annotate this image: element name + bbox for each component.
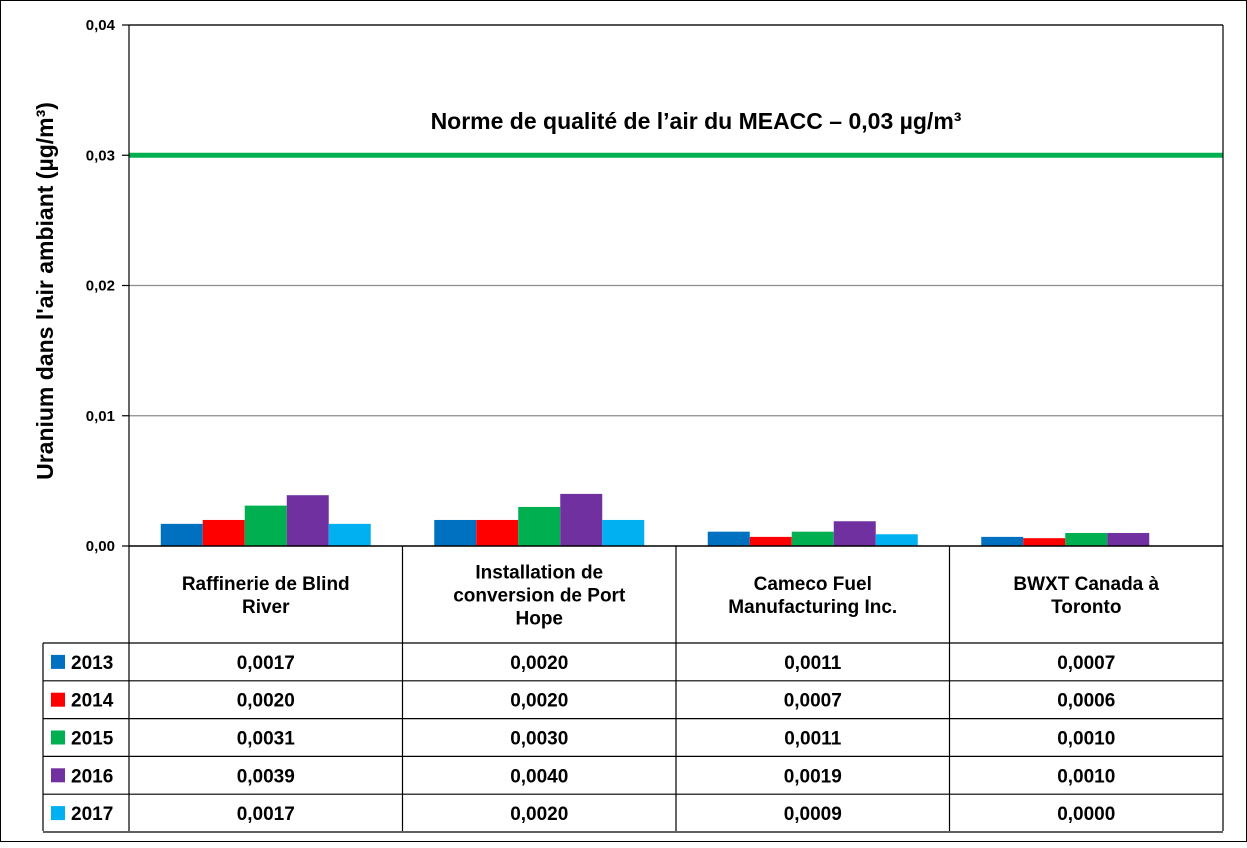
category-label: Cameco Fuel	[754, 574, 872, 595]
bar	[791, 531, 834, 546]
table-cell-value: 0,0007	[784, 691, 842, 712]
reference-line-label: Norme de qualité de l’air du MEACC – 0,0…	[431, 108, 962, 134]
legend-label: 2014	[71, 691, 114, 712]
bar	[160, 523, 203, 546]
bar	[434, 519, 477, 546]
table-cell-value: 0,0039	[237, 766, 295, 787]
legend-label: 2013	[71, 653, 113, 674]
y-axis-label: Uranium dans l'air ambiant (µg/m³)	[32, 102, 58, 480]
table-cell-value: 0,0007	[1057, 653, 1115, 674]
table-cell-value: 0,0020	[510, 653, 568, 674]
bar	[202, 519, 245, 546]
table-cell-value: 0,0011	[784, 653, 841, 674]
y-tick-labels: 0,00 0,01 0,02 0,03 0,04	[86, 17, 116, 555]
bar	[875, 534, 918, 546]
category-label: Hope	[516, 609, 564, 630]
bar	[1107, 532, 1150, 546]
legend-swatch	[51, 654, 65, 669]
table-cell-value: 0,0020	[510, 804, 568, 825]
table-cell-value: 0,0010	[1057, 766, 1115, 787]
bar	[518, 506, 561, 546]
gridlines	[129, 24, 1223, 417]
table-cell-value: 0,0020	[237, 691, 295, 712]
category-label: Raffinerie de Blind	[182, 574, 350, 595]
y-tick-label: 0,03	[86, 147, 115, 164]
bar	[476, 519, 519, 546]
bar	[560, 493, 603, 546]
y-tick-label: 0,01	[86, 408, 115, 425]
legend-label: 2017	[71, 804, 113, 825]
category-label: Installation de	[475, 563, 603, 584]
legend-swatch	[51, 692, 65, 707]
category-label: River	[242, 597, 290, 618]
bar	[1023, 538, 1066, 546]
table-cell-value: 0,0020	[510, 691, 568, 712]
category-label: Toronto	[1051, 597, 1121, 618]
reference-line-group: Norme de qualité de l’air du MEACC – 0,0…	[129, 108, 1223, 158]
category-label: Manufacturing Inc.	[728, 597, 897, 618]
table-cell-value: 0,0010	[1057, 729, 1115, 750]
y-tick-label: 0,02	[86, 278, 115, 295]
legend-swatch	[51, 806, 65, 821]
table-cell-value: 0,0017	[237, 804, 295, 825]
bar	[981, 536, 1024, 546]
legend-label: 2016	[71, 766, 113, 787]
bar	[833, 521, 876, 546]
table-cell-value: 0,0000	[1057, 804, 1115, 825]
table-cell-value: 0,0030	[510, 729, 568, 750]
bar	[1065, 532, 1108, 546]
table-cell-value: 0,0011	[784, 729, 841, 750]
y-tick-label: 0,04	[86, 17, 116, 34]
table-cell-value: 0,0009	[784, 804, 842, 825]
table-cell-value: 0,0006	[1057, 691, 1115, 712]
table-cell-value: 0,0031	[237, 729, 296, 750]
legend-label: 2015	[71, 729, 114, 750]
bar	[602, 519, 645, 546]
table-cell-value: 0,0040	[510, 766, 568, 787]
bar	[286, 495, 329, 546]
bar	[707, 531, 750, 546]
bar	[244, 505, 287, 546]
table-cell-value: 0,0019	[784, 766, 842, 787]
category-label: BWXT Canada à	[1013, 574, 1159, 595]
axes	[122, 24, 1224, 547]
legend-swatch	[51, 730, 65, 745]
category-label: conversion de Port	[453, 586, 626, 607]
table-cell-value: 0,0017	[237, 653, 295, 674]
bar	[328, 523, 371, 546]
y-tick-label: 0,00	[86, 538, 115, 555]
bars	[160, 493, 1150, 546]
legend-swatch	[51, 768, 65, 783]
bar	[749, 536, 792, 546]
